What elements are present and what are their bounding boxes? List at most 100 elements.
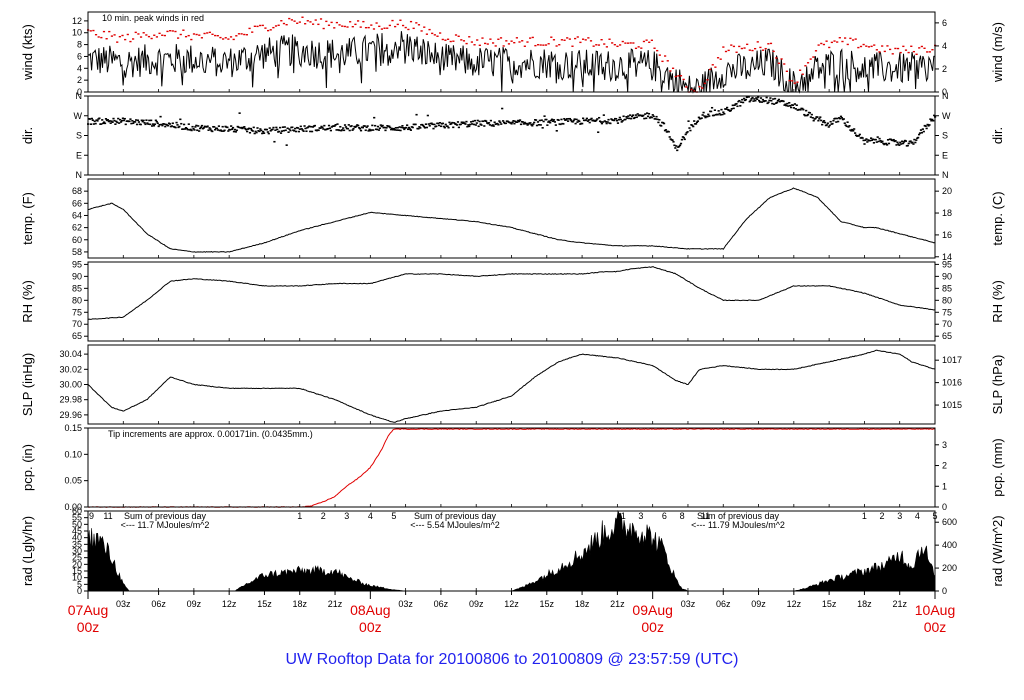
- direction-point: [706, 115, 709, 118]
- direction-point: [395, 129, 398, 131]
- direction-point: [317, 129, 320, 132]
- direction-point: [288, 128, 291, 130]
- direction-point: [234, 131, 237, 133]
- direction-point: [364, 129, 367, 132]
- rad-ytick-label-right: 0: [942, 586, 947, 596]
- direction-point: [696, 120, 700, 122]
- direction-point: [259, 128, 262, 130]
- direction-point: [441, 122, 444, 125]
- direction-point: [688, 127, 691, 129]
- direction-point: [765, 96, 768, 99]
- temp-ytick-label-left: 62: [72, 223, 82, 233]
- direction-point: [740, 101, 743, 103]
- direction-point: [643, 117, 646, 120]
- direction-point: [155, 120, 158, 123]
- slp-ytick-label-right: 1016: [942, 378, 962, 388]
- rad-ytick-label-left: 10: [72, 573, 82, 583]
- direction-point: [350, 125, 353, 127]
- day-label-date: 08Aug: [350, 602, 390, 618]
- direction-point: [475, 122, 478, 124]
- direction-point: [348, 129, 351, 132]
- direction-point: [303, 125, 306, 127]
- direction-point: [634, 114, 637, 116]
- direction-point: [742, 101, 745, 104]
- temp-panel-frame: [87, 178, 936, 259]
- direction-point: [359, 129, 363, 132]
- direction-point: [180, 122, 183, 125]
- direction-point: [550, 119, 553, 122]
- direction-point: [820, 119, 823, 122]
- direction-point: [843, 122, 846, 125]
- direction-point: [753, 98, 756, 100]
- direction-point: [284, 129, 287, 132]
- direction-point: [862, 139, 865, 142]
- direction-point: [542, 120, 545, 123]
- direction-point: [551, 120, 555, 122]
- slp-ytick-label-right: 1017: [942, 355, 962, 365]
- direction-point: [886, 144, 889, 146]
- direction-point: [455, 124, 459, 126]
- direction-point: [576, 121, 579, 123]
- direction-point: [547, 121, 550, 123]
- direction-point: [574, 122, 577, 125]
- temp-ytick-label-left: 64: [72, 210, 82, 220]
- direction-point: [782, 100, 785, 103]
- x-tick-label: 06z: [151, 599, 166, 609]
- direction-point: [428, 125, 431, 127]
- direction-point: [607, 118, 610, 121]
- pcp-ytick-label-right: 2: [942, 461, 947, 471]
- direction-point: [370, 129, 373, 131]
- direction-point: [144, 123, 147, 126]
- direction-point: [435, 125, 438, 128]
- direction-point: [186, 128, 189, 131]
- direction-point: [286, 127, 289, 130]
- direction-point: [918, 132, 922, 134]
- direction-point: [121, 117, 125, 120]
- direction-point: [914, 141, 917, 144]
- direction-point: [375, 128, 379, 131]
- direction-point: [887, 142, 891, 145]
- direction-point: [461, 122, 464, 125]
- direction-point: [383, 126, 386, 129]
- direction-point: [424, 123, 428, 125]
- direction-point: [378, 127, 381, 130]
- direction-point: [835, 121, 838, 123]
- direction-point: [816, 116, 819, 118]
- rh-ytick-label-right: 80: [942, 295, 952, 305]
- direction-point: [848, 125, 851, 127]
- direction-point: [895, 144, 898, 146]
- direction-point: [751, 96, 754, 99]
- direction-point: [92, 123, 95, 125]
- direction-point: [476, 119, 479, 122]
- direction-point: [723, 113, 726, 115]
- direction-point: [622, 115, 625, 118]
- direction-point: [799, 108, 802, 111]
- direction-point: [791, 104, 795, 106]
- direction-point: [478, 120, 481, 123]
- direction-point: [605, 122, 608, 125]
- direction-point: [837, 120, 840, 123]
- wind-annotation: 10 min. peak winds in red: [102, 13, 204, 23]
- direction-point: [289, 129, 292, 132]
- direction-point: [744, 98, 748, 101]
- wind-ytick-label-left: 6: [77, 51, 82, 61]
- direction-point: [143, 122, 146, 124]
- direction-point: [651, 114, 654, 116]
- direction-point: [671, 139, 674, 141]
- direction-point: [747, 96, 750, 98]
- direction-point: [437, 122, 440, 125]
- direction-point: [145, 119, 148, 121]
- direction-point: [662, 122, 666, 125]
- temp-ytick-label-right: 18: [942, 208, 952, 218]
- direction-point: [853, 128, 856, 130]
- direction-point: [252, 126, 255, 129]
- direction-point: [114, 123, 117, 125]
- direction-point: [304, 127, 307, 130]
- dir-ytick-label-left: E: [76, 150, 82, 160]
- direction-point: [354, 126, 357, 128]
- direction-point: [757, 96, 760, 98]
- pcp-ytick-label-left: 0.00: [64, 502, 82, 512]
- direction-point: [255, 131, 258, 134]
- direction-point: [344, 126, 348, 128]
- direction-point: [339, 125, 342, 128]
